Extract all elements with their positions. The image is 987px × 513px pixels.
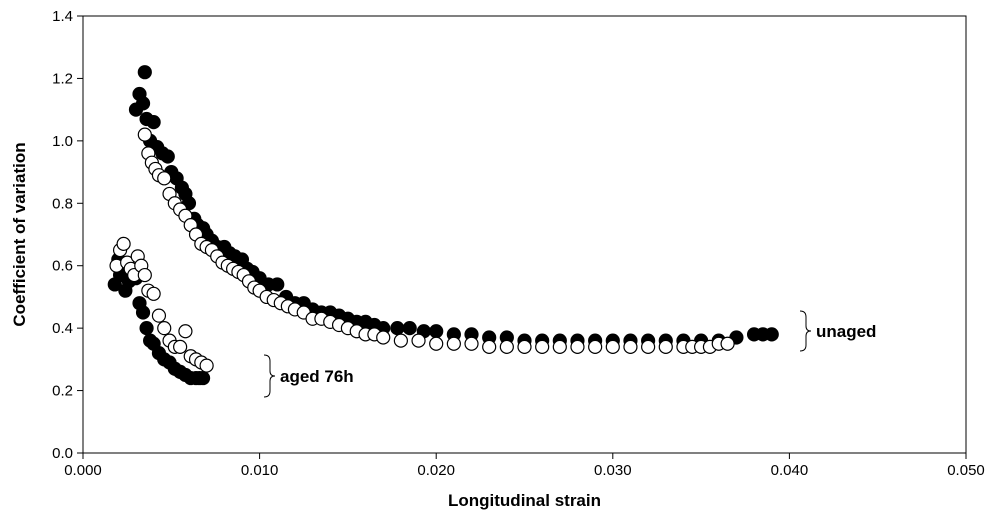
unaged-open-point bbox=[446, 336, 461, 351]
aged-filled-point bbox=[139, 321, 154, 336]
unaged-filled-point bbox=[390, 321, 405, 336]
y-tick-label: 1.4 bbox=[52, 8, 73, 25]
aged-open-point bbox=[137, 267, 152, 283]
y-tick-label: 0.8 bbox=[52, 195, 73, 212]
aged-brace bbox=[263, 354, 276, 398]
unaged-label: unaged bbox=[816, 322, 876, 341]
unaged-open-point bbox=[157, 171, 172, 186]
unaged-open-point bbox=[499, 339, 514, 354]
aged-open-point bbox=[146, 286, 161, 301]
aged-open-point bbox=[157, 321, 172, 336]
unaged-open-point bbox=[137, 127, 152, 142]
x-tick-label: 0.020 bbox=[417, 462, 455, 479]
y-axis-title: Coefficient of variation bbox=[10, 142, 29, 326]
unaged-brace bbox=[799, 310, 812, 352]
aged-open-point bbox=[178, 324, 193, 339]
unaged-open-point bbox=[429, 336, 444, 351]
unaged-open-point bbox=[720, 336, 735, 351]
aged-open-point bbox=[151, 308, 167, 323]
aged-open-point bbox=[173, 339, 188, 354]
unaged-filled-point bbox=[429, 324, 444, 339]
aged-annotation: aged 76h bbox=[263, 354, 354, 398]
unaged-open-point bbox=[641, 339, 656, 354]
y-axis: 0.0 0.2 0.4 0.6 0.8 1.0 1.2 1.4 bbox=[52, 8, 83, 462]
unaged-open-point bbox=[482, 339, 497, 354]
unaged-open-point bbox=[464, 336, 479, 351]
y-tick-label: 0.2 bbox=[52, 383, 73, 400]
y-tick-label: 1.0 bbox=[52, 133, 73, 150]
x-tick-label: 0.010 bbox=[241, 462, 279, 479]
unaged-open-point bbox=[517, 339, 532, 354]
unaged-filled-point bbox=[270, 277, 285, 292]
aged-open-point bbox=[116, 236, 131, 251]
unaged-open-point bbox=[376, 330, 391, 345]
unaged-open-point bbox=[552, 339, 567, 354]
x-tick-label: 0.000 bbox=[64, 462, 102, 479]
aged-label: aged 76h bbox=[280, 367, 354, 386]
x-tick-label: 0.030 bbox=[594, 462, 632, 479]
x-tick-label: 0.040 bbox=[771, 462, 809, 479]
x-axis: 0.000 0.010 0.020 0.030 0.040 0.050 bbox=[64, 453, 985, 479]
unaged-filled-point bbox=[135, 96, 151, 111]
unaged-filled-point bbox=[146, 115, 161, 130]
unaged-filled-point bbox=[764, 327, 779, 342]
unaged-open-point bbox=[605, 339, 620, 354]
plot-area bbox=[82, 15, 967, 454]
aged-open-point bbox=[199, 358, 214, 373]
unaged-open-point bbox=[411, 333, 426, 348]
unaged-open-point bbox=[393, 333, 408, 348]
aged-filled-point bbox=[135, 305, 151, 320]
x-tick-label: 0.050 bbox=[947, 462, 985, 479]
aged-filled-point bbox=[195, 370, 211, 386]
unaged-open-point bbox=[535, 339, 550, 354]
unaged-filled-point bbox=[160, 149, 175, 164]
unaged-filled-point bbox=[402, 321, 417, 336]
data-points bbox=[107, 65, 779, 386]
unaged-open-point bbox=[623, 339, 638, 354]
unaged-open-point bbox=[588, 339, 603, 354]
unaged-annotation: unaged bbox=[799, 310, 876, 352]
y-tick-label: 0.0 bbox=[52, 445, 73, 462]
unaged-open-point bbox=[570, 339, 585, 354]
x-axis-title: Longitudinal strain bbox=[448, 491, 601, 510]
y-tick-label: 0.6 bbox=[52, 258, 73, 275]
unaged-filled-point bbox=[137, 65, 152, 80]
y-tick-label: 1.2 bbox=[52, 70, 73, 87]
unaged-open-point bbox=[658, 339, 673, 354]
y-tick-label: 0.4 bbox=[52, 320, 73, 337]
